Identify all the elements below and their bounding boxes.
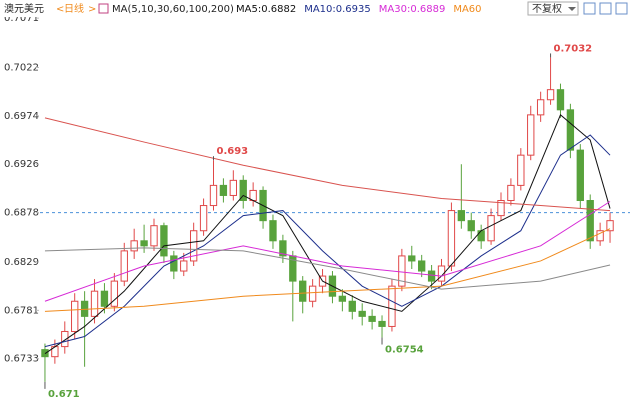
candle-body [180,260,188,272]
y-tick-label: 0.7022 [4,63,39,74]
candle-body [527,114,535,156]
candle-body [130,240,138,252]
candle-body [546,89,555,101]
y-tick-label: 0.6926 [4,159,39,170]
candle-body [437,265,446,282]
ma-label: MA(5,10,30,60,100,200) [112,4,234,15]
icon-settings[interactable] [615,2,628,15]
candle-body [110,280,119,307]
candle-body [477,230,485,242]
candle-body [408,255,416,262]
toolbar-bg [0,0,640,17]
y-tick-label: 0.6829 [4,257,39,268]
candle-body [398,255,406,287]
candle-body [239,179,247,202]
candle-body [368,315,376,322]
candle-body [457,210,466,222]
candle-body [209,184,218,207]
candle-body [596,230,604,242]
legend-entry: MA5:0.6882 [236,4,296,15]
candle-body [150,225,158,247]
candle-body [467,220,475,232]
icon-expand[interactable] [599,2,612,15]
y-tick-label: 0.6781 [4,305,39,316]
candle-body [299,280,307,302]
candle-body [219,184,228,196]
candle-body [100,290,109,307]
candle-body [388,285,396,327]
legend-entry: MA60 [453,4,481,15]
legend-entry: MA30:0.6889 [379,4,446,15]
candle-body [606,220,614,232]
candle-body [348,300,356,312]
candle-body [229,179,237,196]
ma-line [44,247,611,290]
adjust-label: 不复权 [532,2,562,15]
candle-body [90,290,99,317]
candle-body [418,260,426,272]
candle-body [61,330,69,348]
candle-body [576,149,584,202]
candle-body [120,250,128,282]
candle-body [586,200,594,242]
candle-body [308,285,317,302]
candle-body [427,270,436,282]
y-tick-label: 0.6878 [4,208,39,219]
period-prev[interactable]: < [56,4,64,15]
y-tick-label: 0.6733 [4,354,39,365]
symbol-title: 澳元美元 [4,2,44,15]
period-next[interactable]: > [88,4,96,15]
candle-body [507,184,515,202]
candle-body [358,310,366,317]
ma-line [44,114,611,355]
y-tick-label: 0.7071 [4,13,39,24]
candle-body [140,240,148,247]
adjust-select[interactable] [527,1,579,16]
candle-body [487,215,495,242]
candle-body [497,200,505,217]
candle-body [338,295,347,302]
candle-body [279,240,287,257]
ma-icon[interactable] [98,3,109,14]
plot-area: 0.7071 0.7022 0.6974 0.6926 0.6878 0.6829 0.67… [4,13,630,400]
candle-body [160,225,168,257]
candle-body [378,320,386,327]
extreme-label: 0.7032 [554,43,593,54]
candle-body [517,154,525,186]
candle-body [556,89,565,111]
extreme-label: 0.671 [48,389,80,400]
ma-line [44,228,611,312]
ma-line [44,134,611,348]
y-tick-label: 0.6974 [4,111,39,122]
dropdown-arrow [568,7,576,11]
extreme-label: 0.6754 [385,345,424,356]
candle-body [170,255,178,272]
candle-body [199,205,208,232]
candle-body [536,99,545,116]
candle-body [71,300,79,332]
legend: MA5:0.6882 MA10:0.6935 MA30:0.6889 MA60 [236,4,482,15]
candle-body [269,220,277,242]
icon-grid[interactable] [583,2,596,15]
ma-line [44,117,611,212]
candle-body [566,109,575,151]
candle-body [447,210,456,267]
extreme-label: 0.693 [216,146,248,157]
ma-line [44,201,611,302]
candle-body [189,230,198,262]
toolbar: 澳元美元 < 日线 > MA(5,10,30,60,100,200) MA5:0… [0,0,640,17]
legend-entry: MA10:0.6935 [304,4,371,15]
period[interactable]: 日线 [64,2,84,15]
